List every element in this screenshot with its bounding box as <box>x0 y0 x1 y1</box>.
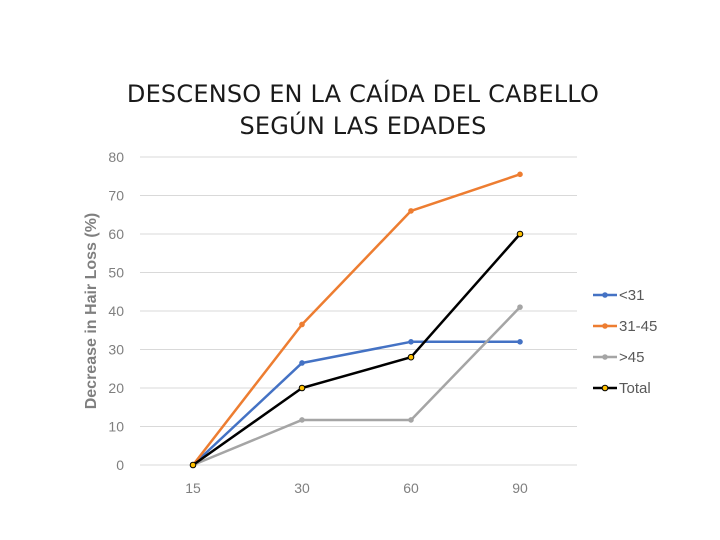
data-point <box>299 417 305 423</box>
y-tick-label: 50 <box>108 265 124 281</box>
data-point <box>408 208 414 214</box>
y-tick-label: 40 <box>108 303 124 319</box>
legend-label: Total <box>619 380 651 397</box>
y-tick-label: 20 <box>108 380 124 396</box>
y-axis-label: Decrease in Hair Loss (%) <box>83 213 100 410</box>
data-point <box>516 230 524 238</box>
chart-title-line-2: SEGÚN LAS EDADES <box>239 112 487 140</box>
x-tick-label: 90 <box>512 480 528 496</box>
legend-label: 31-45 <box>619 318 657 335</box>
series-line <box>192 340 520 466</box>
data-point <box>517 304 523 310</box>
series-group <box>189 171 524 469</box>
legend-marker <box>602 354 608 360</box>
legend-marker <box>602 323 608 329</box>
series-line <box>192 233 521 467</box>
x-tick-label: 60 <box>403 480 419 496</box>
data-point <box>517 171 523 178</box>
data-point <box>298 384 306 392</box>
data-point <box>407 353 415 361</box>
x-tick-label: 30 <box>294 480 310 496</box>
legend-marker <box>601 384 609 392</box>
data-point <box>408 339 414 345</box>
y-tick-label: 60 <box>108 226 124 242</box>
y-tick-label: 80 <box>108 149 124 165</box>
data-point <box>189 461 197 469</box>
gridlines <box>140 156 577 466</box>
y-tick-label: 10 <box>108 419 124 435</box>
legend-label: >45 <box>619 349 644 366</box>
data-point <box>299 321 305 328</box>
y-tick-label: 0 <box>116 457 124 473</box>
y-tick-label: 70 <box>108 188 124 204</box>
data-point <box>299 360 305 366</box>
y-tick-label: 30 <box>108 342 124 358</box>
data-point <box>408 417 414 423</box>
legend: <31 31-45 >45 Total <box>593 287 657 397</box>
data-point <box>517 339 523 345</box>
legend-label: <31 <box>619 287 644 304</box>
x-axis-ticks: 15 30 60 90 <box>185 480 528 496</box>
chart-title: DESCENSO EN LA CAÍDA DEL CABELLO SEGÚN L… <box>0 78 720 142</box>
series-line <box>192 306 521 467</box>
y-axis-ticks: 0 10 20 30 40 50 60 70 80 <box>108 149 124 473</box>
x-tick-label: 15 <box>185 480 201 496</box>
series-line <box>192 173 521 466</box>
legend-marker <box>602 292 608 298</box>
chart-title-line-1: DESCENSO EN LA CAÍDA DEL CABELLO <box>126 80 600 108</box>
